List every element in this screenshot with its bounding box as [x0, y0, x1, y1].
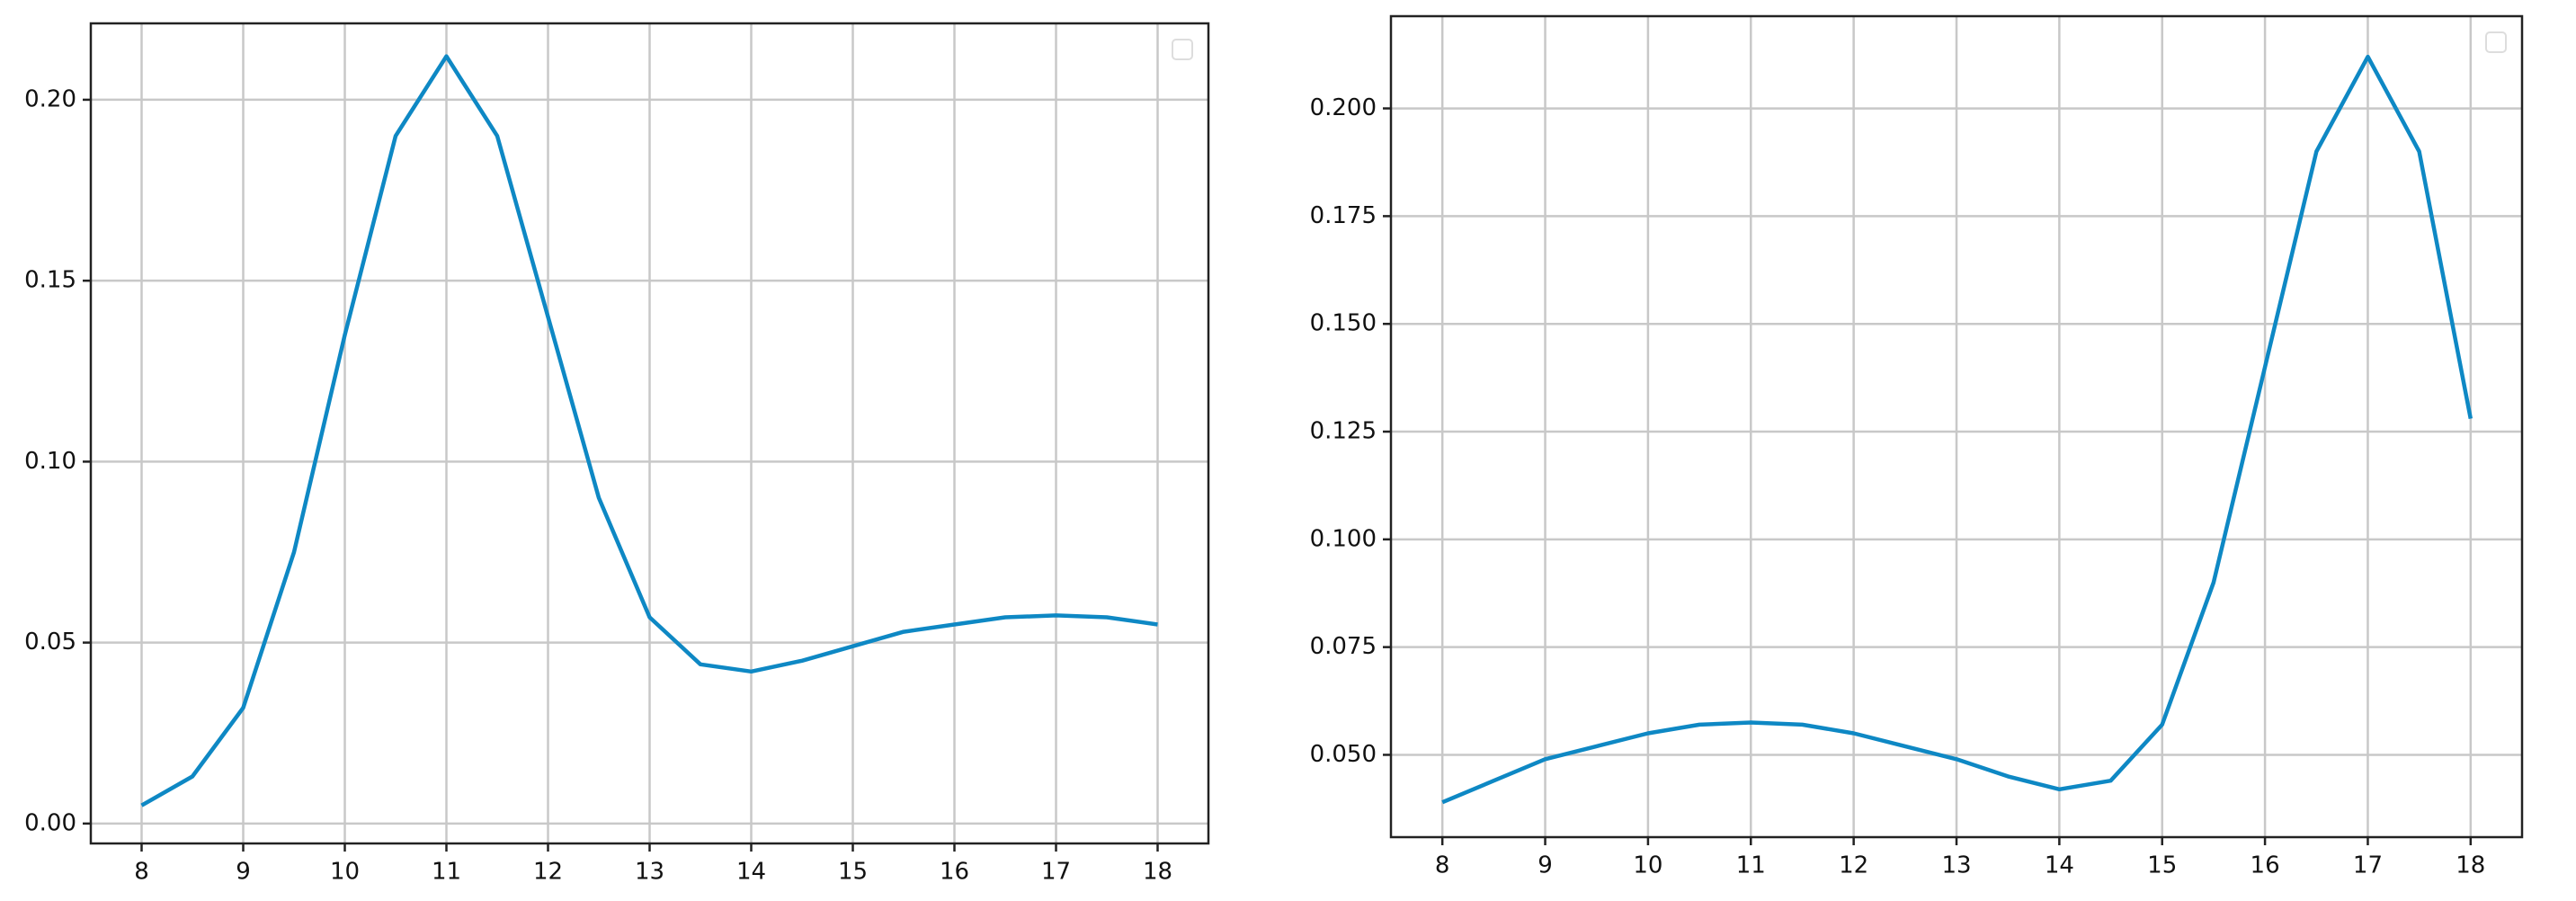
x-tick-label: 16: [940, 859, 969, 886]
y-tick-label: 0.125: [1310, 418, 1377, 445]
x-tick-label: 11: [432, 859, 461, 886]
x-tick-label: 10: [330, 859, 360, 886]
x-tick-label: 11: [1736, 852, 1766, 879]
legend-box: [2485, 31, 2507, 53]
y-tick-label: 0.15: [24, 267, 76, 294]
y-tick-label: 0.175: [1310, 202, 1377, 229]
legend-box: [1172, 39, 1193, 60]
x-tick-label: 16: [2251, 852, 2280, 879]
x-tick-label: 14: [2045, 852, 2074, 879]
y-tick-label: 0.05: [24, 629, 76, 656]
x-tick-label: 12: [533, 859, 563, 886]
data-line: [140, 54, 1158, 807]
x-tick-label: 9: [236, 859, 251, 886]
x-tick-label: 17: [2353, 852, 2383, 879]
x-tick-label: 13: [1941, 852, 1971, 879]
x-tick-label: 13: [635, 859, 664, 886]
plot-frame: [89, 22, 1210, 845]
x-tick-label: 15: [2147, 852, 2177, 879]
y-tick-label: 0.050: [1310, 741, 1377, 768]
x-tick-label: 12: [1839, 852, 1868, 879]
x-tick-label: 9: [1538, 852, 1553, 879]
x-tick-label: 17: [1041, 859, 1071, 886]
y-tick-label: 0.150: [1310, 310, 1377, 337]
y-tick-label: 0.10: [24, 448, 76, 475]
data-line: [1441, 54, 2473, 805]
y-tick-label: 0.100: [1310, 525, 1377, 552]
x-tick-label: 14: [736, 859, 766, 886]
y-tick-label: 0.00: [24, 809, 76, 836]
x-tick-label: 18: [2456, 852, 2485, 879]
x-tick-label: 18: [1143, 859, 1172, 886]
y-tick-label: 0.075: [1310, 633, 1377, 660]
x-tick-label: 8: [1435, 852, 1450, 879]
x-tick-label: 10: [1633, 852, 1662, 879]
x-tick-label: 8: [134, 859, 149, 886]
y-tick-label: 0.200: [1310, 94, 1377, 121]
y-tick-label: 0.20: [24, 85, 76, 112]
plot-frame: [1389, 14, 2524, 839]
x-tick-label: 15: [838, 859, 868, 886]
